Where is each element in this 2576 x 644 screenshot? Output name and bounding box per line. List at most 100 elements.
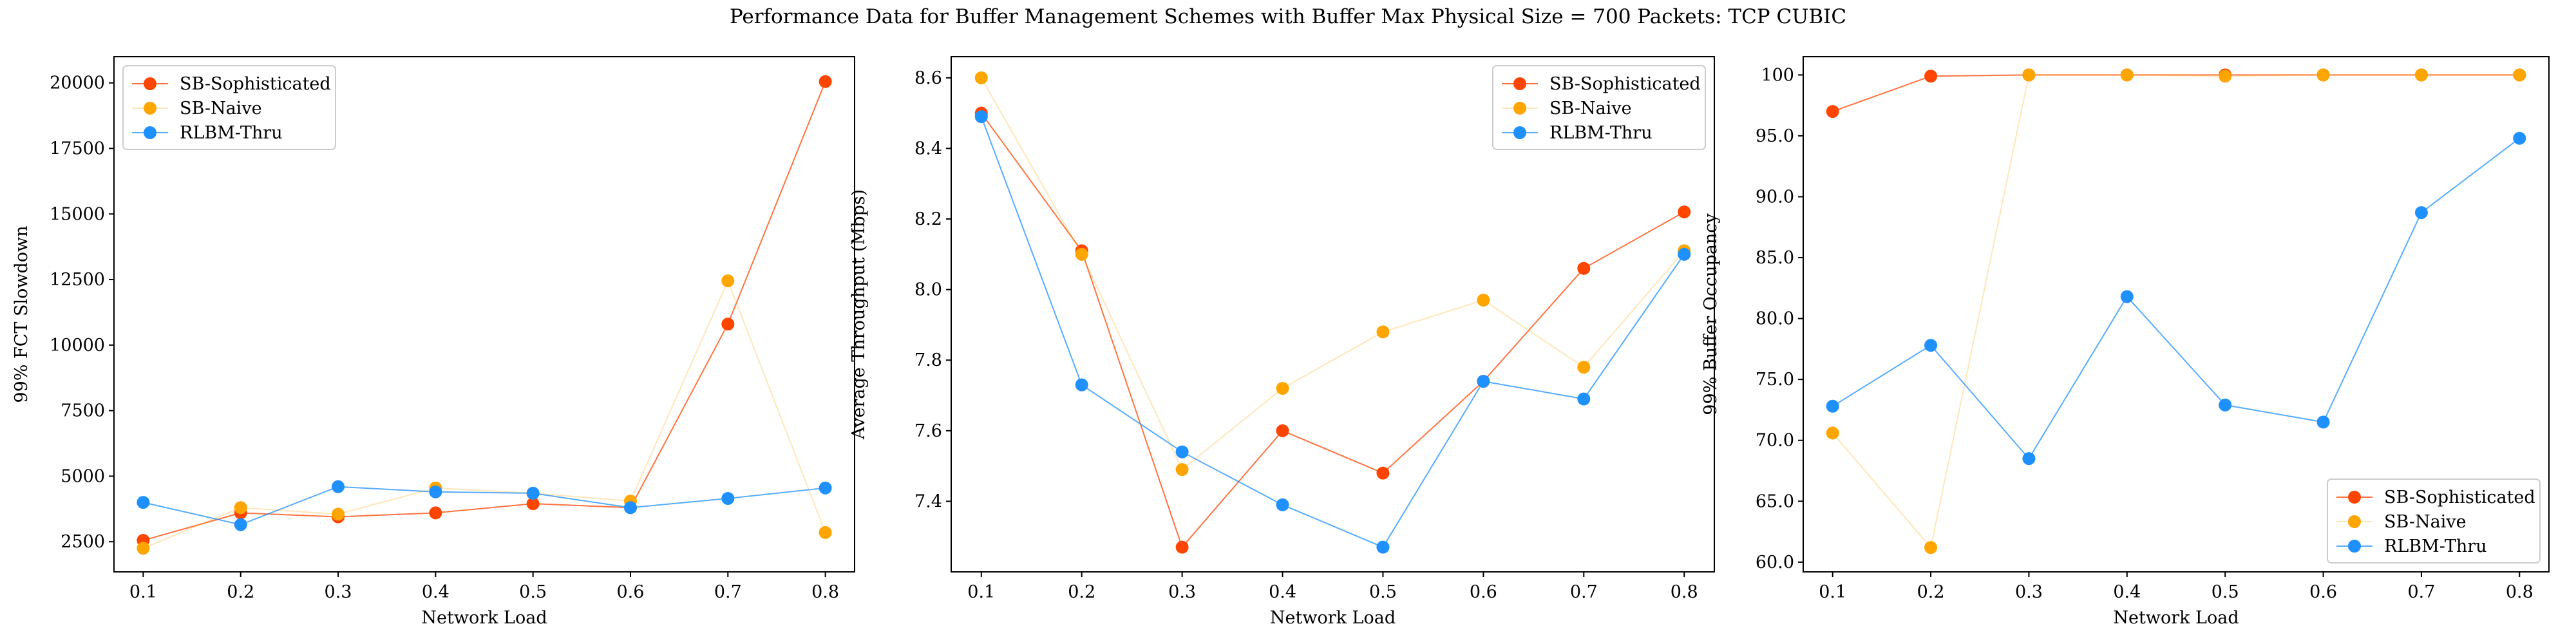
series-line-sb-naive [980, 77, 1685, 471]
y-tick-label: 70.0 [1756, 431, 1794, 451]
data-point-sb-naive [2219, 70, 2232, 83]
y-tick-label: 15000 [50, 204, 105, 224]
y-tick-label: 7.4 [914, 491, 942, 511]
axes-frame [951, 56, 1715, 573]
legend-label-sb-naive: SB-Naive [2384, 512, 2467, 532]
data-point-sb-sophisticated [721, 317, 735, 331]
legend-label-rlbm-thru: RLBM-Thru [1549, 123, 1653, 143]
x-tick-label: 0.6 [616, 582, 644, 602]
x-tick-label: 0.5 [1369, 582, 1397, 602]
data-point-sb-sophisticated [1678, 205, 1691, 219]
data-point-rlbm-thru [819, 481, 832, 495]
data-point-sb-naive [1924, 541, 1938, 554]
data-point-sb-sophisticated [429, 506, 442, 520]
x-tick-label: 0.6 [1470, 582, 1497, 602]
data-point-sb-sophisticated [1376, 466, 1390, 480]
y-tick-label: 95.0 [1756, 126, 1794, 146]
y-tick-label: 80.0 [1756, 309, 1794, 329]
data-point-rlbm-thru [1376, 540, 1390, 554]
y-tick-label: 8.6 [914, 68, 942, 88]
y-tick-label: 8.0 [914, 280, 942, 300]
x-tick-label: 0.1 [967, 582, 995, 602]
data-point-rlbm-thru [2120, 290, 2134, 303]
legend-box [2327, 478, 2541, 564]
y-tick-label: 8.4 [914, 138, 942, 158]
data-point-sb-naive [1276, 382, 1289, 395]
data-point-sb-sophisticated [526, 497, 540, 511]
y-tick-label: 8.2 [914, 209, 942, 229]
data-point-rlbm-thru [1175, 445, 1189, 459]
y-tick-label: 90.0 [1756, 187, 1794, 207]
x-tick-label: 0.7 [714, 582, 742, 602]
data-point-rlbm-thru [1075, 378, 1088, 392]
x-tick-label: 0.3 [325, 582, 352, 602]
x-tick-label: 0.5 [519, 582, 547, 602]
legend-label-sb-sophisticated: SB-Sophisticated [180, 74, 331, 94]
data-point-rlbm-thru [234, 518, 247, 531]
y-tick-label: 5000 [61, 466, 105, 486]
axes-frame [1803, 56, 2550, 573]
y-tick-label: 65.0 [1756, 491, 1794, 511]
throughput-chart: 0.1 0.2 0.3 0.4 0.5 0.6 0.7 0.8 7.4 7.6 7.8 8.0 8.2 8… [849, 56, 1715, 628]
legend-box [122, 65, 336, 150]
x-tick-label: 0.1 [1819, 582, 1846, 602]
data-point-rlbm-thru [2414, 206, 2428, 220]
data-point-rlbm-thru [2316, 415, 2330, 429]
series-line-sb-naive [143, 279, 826, 549]
x-tick-label: 0.8 [2506, 582, 2533, 602]
data-point-rlbm-thru [2022, 452, 2036, 466]
data-point-rlbm-thru [1577, 392, 1591, 406]
axes-frame [113, 56, 855, 573]
x-tick-label: 0.2 [1068, 582, 1095, 602]
legend-marker-rlbm-thru [144, 126, 156, 139]
data-point-rlbm-thru [974, 110, 988, 124]
x-tick-label: 0.1 [129, 582, 157, 602]
x-tick-label: 0.8 [811, 582, 839, 602]
data-point-sb-naive [1477, 294, 1490, 307]
data-point-sb-naive [234, 501, 247, 515]
data-point-sb-sophisticated [819, 75, 832, 88]
x-tick-label: 0.7 [2407, 582, 2435, 602]
data-point-sb-naive [1075, 247, 1088, 261]
y-tick-label: 7.8 [914, 350, 942, 370]
legend-label-sb-sophisticated: SB-Sophisticated [2384, 488, 2535, 507]
data-point-sb-naive [137, 542, 150, 555]
data-point-rlbm-thru [137, 496, 150, 509]
data-point-sb-naive [1376, 325, 1390, 339]
data-point-sb-sophisticated [1276, 424, 1289, 437]
legend-label-rlbm-thru: RLBM-Thru [180, 123, 283, 143]
x-tick-label: 0.6 [2309, 582, 2337, 602]
data-point-sb-naive [2022, 68, 2036, 82]
y-tick-label: 100 [1761, 65, 1794, 85]
data-point-rlbm-thru [1826, 399, 1839, 413]
legend-label-rlbm-thru: RLBM-Thru [2384, 536, 2487, 556]
data-point-sb-naive [332, 507, 345, 521]
legend-marker-sb-sophisticated [2348, 491, 2361, 504]
legend-label-sb-naive: SB-Naive [1549, 99, 1632, 118]
fct-slowdown-chart: 0.1 0.2 0.3 0.4 0.5 0.6 0.7 0.8 2500 5000 7500 1000… [12, 56, 855, 628]
y-axis-label: Average Throughput (Mbps) [849, 189, 869, 440]
x-tick-label: 0.2 [1917, 582, 1945, 602]
data-point-sb-naive [974, 71, 988, 84]
data-point-sb-sophisticated [1175, 540, 1189, 554]
y-tick-label: 20000 [50, 73, 105, 93]
legend-marker-sb-naive [2348, 515, 2361, 528]
series-line-rlbm-thru [143, 486, 826, 526]
legend-label-sb-sophisticated: SB-Sophisticated [1549, 74, 1701, 94]
x-tick-label: 0.4 [2113, 582, 2141, 602]
data-point-rlbm-thru [2219, 398, 2232, 412]
data-point-rlbm-thru [623, 501, 637, 515]
data-point-rlbm-thru [1678, 247, 1691, 261]
y-tick-label: 7500 [61, 401, 105, 421]
x-tick-label: 0.7 [1570, 582, 1598, 602]
y-tick-label: 12500 [50, 270, 105, 290]
data-point-rlbm-thru [721, 492, 735, 506]
data-point-rlbm-thru [429, 485, 442, 498]
legend-marker-sb-naive [144, 102, 156, 115]
y-tick-label: 7.6 [914, 421, 942, 441]
legend: SB-Sophisticated SB-Naive RLBM-Thru [1492, 65, 1706, 150]
data-point-sb-naive [819, 526, 832, 539]
data-point-rlbm-thru [1477, 375, 1490, 388]
legend-label-sb-naive: SB-Naive [180, 99, 262, 118]
